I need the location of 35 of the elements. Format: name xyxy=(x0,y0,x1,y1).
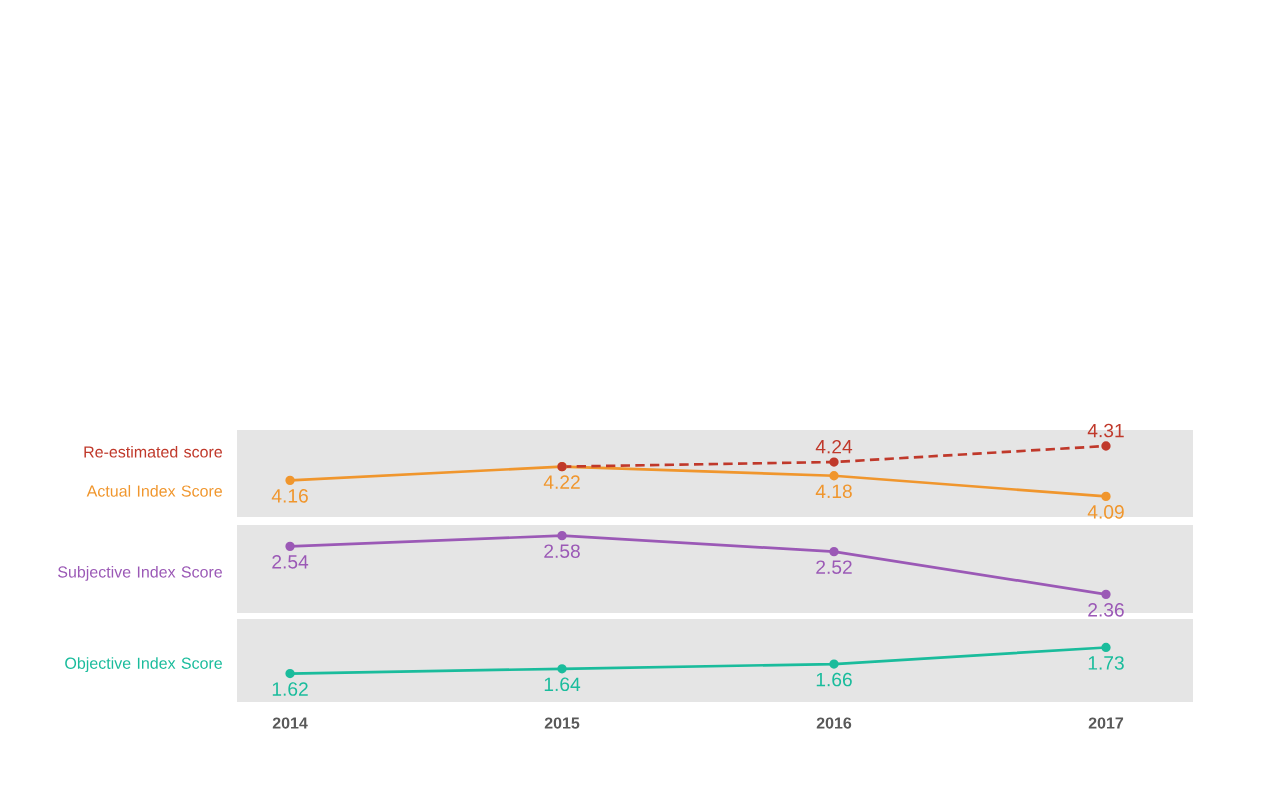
point xyxy=(829,659,839,669)
x-tick-label: 2017 xyxy=(1088,717,1124,729)
point xyxy=(1101,589,1111,599)
data-label: 4.16 xyxy=(271,489,308,503)
data-label: 4.24 xyxy=(815,439,853,454)
data-label: 2.54 xyxy=(272,555,309,569)
text: Actual Index Score xyxy=(86,485,222,497)
data-label: 1.62 xyxy=(272,682,308,696)
point xyxy=(829,457,839,467)
point xyxy=(285,475,295,486)
data-label: 4.31 xyxy=(1087,423,1124,438)
point xyxy=(285,541,295,552)
data-label: 2.36 xyxy=(1088,603,1124,617)
x-tick-label: 2015 xyxy=(544,717,580,729)
point xyxy=(557,664,567,674)
point xyxy=(829,471,839,481)
x-tick-label: 2016 xyxy=(816,717,852,729)
data-label: 1.64 xyxy=(544,677,581,692)
data-label: 2.58 xyxy=(544,544,580,558)
data-label: 4.22 xyxy=(543,475,580,489)
data-label: 2.52 xyxy=(816,560,852,574)
text: Subjective Index Score xyxy=(58,565,222,581)
point xyxy=(1101,441,1111,451)
text: Objective Index Score xyxy=(65,657,222,673)
text: Re-estimated score xyxy=(84,445,222,458)
data-label: 4.09 xyxy=(1087,505,1124,519)
point xyxy=(557,530,567,541)
x-tick-label: 2014 xyxy=(272,717,308,729)
data-label: 4.18 xyxy=(815,484,852,499)
point xyxy=(1101,642,1111,653)
point xyxy=(1101,491,1111,502)
data-label: 1.73 xyxy=(1088,656,1124,670)
point xyxy=(285,668,295,679)
data-label: 1.66 xyxy=(816,672,852,687)
point xyxy=(829,546,839,557)
